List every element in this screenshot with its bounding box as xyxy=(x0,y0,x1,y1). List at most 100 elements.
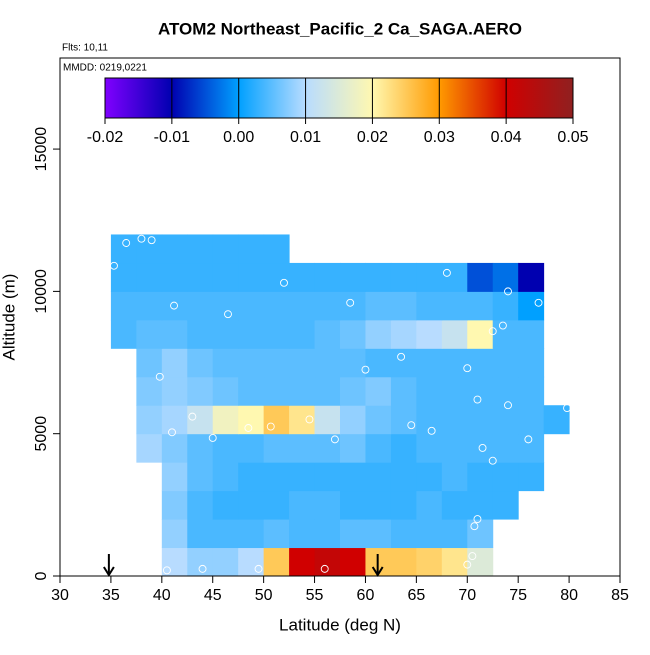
heatmap-cell xyxy=(518,348,545,378)
heatmap-cell xyxy=(289,490,316,520)
heatmap-cell xyxy=(314,462,341,492)
heatmap-cell xyxy=(187,490,214,520)
heatmap-cell xyxy=(161,262,188,292)
heatmap-cell xyxy=(314,490,341,520)
heatmap-cell xyxy=(416,462,443,492)
heatmap-cell xyxy=(289,433,316,463)
heatmap-cell xyxy=(238,262,265,292)
sample-point xyxy=(468,552,477,561)
x-tick-label: 75 xyxy=(509,587,527,604)
heatmap-cell xyxy=(187,291,214,321)
heatmap-cell xyxy=(161,234,188,264)
heatmap-cell xyxy=(263,376,290,406)
sample-point xyxy=(488,327,497,336)
heatmap-cell xyxy=(390,405,417,435)
colorbar-tick-label: 0.05 xyxy=(557,129,588,146)
heatmap-cell xyxy=(263,547,290,577)
heatmap-cell xyxy=(187,234,214,264)
sample-point xyxy=(137,234,146,243)
heatmap-cell xyxy=(441,490,468,520)
heatmap-cell xyxy=(390,262,417,292)
sample-point xyxy=(473,395,482,404)
heatmap-cell xyxy=(492,433,519,463)
heatmap-cell xyxy=(365,462,392,492)
heatmap-cell xyxy=(441,376,468,406)
heatmap-cell xyxy=(161,319,188,349)
heatmap-cell xyxy=(365,262,392,292)
heatmap-cell xyxy=(518,433,545,463)
heatmap-cell xyxy=(467,405,494,435)
heatmap-cell xyxy=(263,319,290,349)
x-tick-label: 65 xyxy=(407,587,425,604)
heatmap-cell xyxy=(365,490,392,520)
sample-point xyxy=(110,261,118,270)
heatmap-cell xyxy=(289,405,316,435)
heatmap-cell xyxy=(238,319,265,349)
colorbar xyxy=(104,77,574,119)
heatmap-cell xyxy=(136,376,163,406)
heatmap-cell xyxy=(212,405,239,435)
heatmap-cell xyxy=(543,405,570,435)
heatmap-cell xyxy=(467,490,494,520)
y-tick-label: 5000 xyxy=(33,416,50,452)
heatmap-cell xyxy=(518,462,545,492)
sample-point xyxy=(427,426,436,435)
heatmap-cell xyxy=(136,291,163,321)
heatmap-cell xyxy=(263,291,290,321)
heatmap-cell xyxy=(314,262,341,292)
y-tick-label: 10000 xyxy=(33,269,50,314)
sample-point xyxy=(488,456,497,465)
subtitle: Flts: 10,11 xyxy=(62,43,108,54)
heatmap-cell xyxy=(187,376,214,406)
heatmap-cell xyxy=(289,462,316,492)
sample-point xyxy=(330,435,339,444)
heatmap-cell xyxy=(161,519,188,549)
heatmap-cell xyxy=(365,376,392,406)
sample-point xyxy=(524,435,533,444)
heatmap-cell xyxy=(518,405,545,435)
colorbar-tick-label: 0.01 xyxy=(290,129,321,146)
heatmap-cell xyxy=(365,291,392,321)
heatmap-cell xyxy=(416,433,443,463)
x-tick-label: 45 xyxy=(204,587,222,604)
colorbar-tick-label: 0.03 xyxy=(424,129,455,146)
heatmap-cell xyxy=(390,519,417,549)
sample-point xyxy=(463,560,472,569)
heatmap-cell xyxy=(416,405,443,435)
heatmap-cell xyxy=(238,405,265,435)
heatmap-cell xyxy=(365,348,392,378)
heatmap-cell xyxy=(161,433,188,463)
sample-point xyxy=(168,428,176,437)
heatmap-cell xyxy=(492,291,519,321)
sample-point xyxy=(147,236,156,245)
heatmap-cell xyxy=(390,462,417,492)
heatmap-cell xyxy=(212,490,239,520)
heatmap-cell xyxy=(340,319,366,349)
heatmap-cell xyxy=(416,547,443,577)
heatmap-cell xyxy=(518,376,545,406)
y-axis-label: Altitude (m) xyxy=(0,274,18,361)
heatmap-cell xyxy=(212,376,239,406)
x-tick-label: 85 xyxy=(611,587,629,604)
heatmap-cell xyxy=(340,405,366,435)
heatmap-cell xyxy=(110,319,137,349)
sample-point xyxy=(504,287,512,296)
heatmap-cell xyxy=(390,376,417,406)
heatmap-cell xyxy=(492,376,519,406)
colorbar-tick-label: -0.02 xyxy=(87,129,124,146)
heatmap-cell xyxy=(212,262,239,292)
heatmap-cell xyxy=(390,433,417,463)
heatmap-cell xyxy=(263,405,290,435)
heatmap-cell xyxy=(110,262,137,292)
heatmap-cell xyxy=(340,348,366,378)
x-tick-label: 40 xyxy=(153,587,171,604)
sample-point xyxy=(504,401,512,410)
heatmap-cell xyxy=(518,262,545,292)
heatmap-cell xyxy=(238,348,265,378)
heatmap-cell xyxy=(212,234,239,264)
y-tick-label: 0 xyxy=(33,571,50,580)
sample-point xyxy=(473,515,482,524)
heatmap-cell xyxy=(161,462,188,492)
heatmap-cell xyxy=(136,433,163,463)
heatmap-cell xyxy=(492,348,519,378)
